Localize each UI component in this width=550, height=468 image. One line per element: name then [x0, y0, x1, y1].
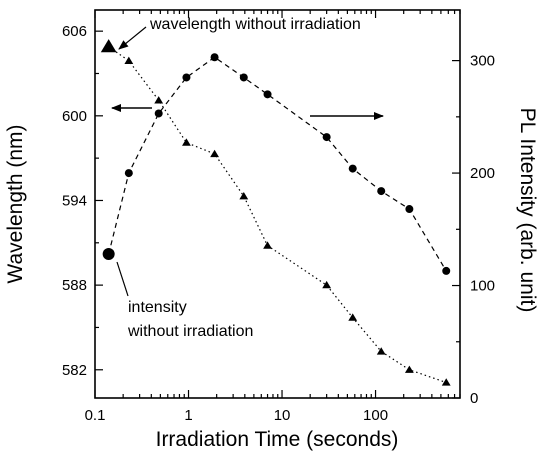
annotation-intensity-line2: without irradiation [127, 323, 253, 340]
intensity-point [102, 248, 115, 261]
intensity-point [442, 266, 451, 275]
intensity-point [182, 73, 191, 82]
series-line-left [108, 46, 447, 384]
wavelength-point [376, 347, 386, 355]
y-right-axis-ticks: 0 100 200 300 [452, 53, 495, 407]
annotation-intensity-line1: intensity [128, 299, 187, 316]
wavelength-point [124, 56, 134, 64]
intensity-point [405, 205, 414, 214]
y-left-tick-label: 606 [62, 23, 87, 40]
wavelength-point [263, 241, 272, 249]
wavelength-point [182, 138, 191, 146]
intensity-point [377, 187, 386, 196]
x-axis-label: Irradiation Time (seconds) [156, 428, 399, 451]
series-lines [108, 46, 447, 384]
y-left-tick-label: 594 [62, 192, 87, 209]
series-line-right [108, 56, 447, 272]
intensity-point [210, 53, 219, 62]
y-left-axis-ticks: 582 588 594 600 606 [62, 23, 103, 379]
y-right-tick-label: 100 [470, 278, 495, 295]
intensity-point [124, 169, 133, 178]
y-right-tick-label: 200 [470, 165, 495, 182]
y-right-tick-label: 0 [470, 390, 478, 407]
intensity-point [239, 73, 248, 82]
annotation-wavelength-arrow [118, 26, 147, 50]
wavelength-point [348, 313, 358, 321]
wavelength-point [404, 365, 414, 373]
y-left-axis-label: Wavelength (nm) [4, 124, 27, 283]
wavelength-point [100, 39, 117, 53]
x-tick-label: 1 [184, 407, 192, 424]
x-tick-label: 10 [274, 407, 291, 424]
intensity-point [263, 90, 272, 99]
wavelength-point [441, 378, 451, 386]
wavelength-point [210, 149, 219, 158]
intensity-point [322, 133, 331, 142]
x-axis-ticks: 0.1 1 10 100 [85, 10, 461, 424]
intensity-point [154, 109, 163, 118]
y-right-tick-label: 300 [470, 53, 495, 70]
y-left-tick-label: 600 [62, 108, 87, 125]
intensity-point [348, 164, 357, 173]
wavelength-point [154, 96, 164, 104]
x-tick-label: 0.1 [85, 407, 106, 424]
x-tick-label: 100 [363, 407, 388, 424]
y-left-tick-label: 582 [62, 362, 87, 379]
wavelength-point [239, 192, 249, 200]
series-marks [100, 39, 451, 386]
y-left-tick-label: 588 [62, 277, 87, 294]
wavelength-point [322, 280, 332, 289]
annotation-wavelength: wavelength without irradiation [149, 16, 361, 33]
y-right-axis-label: PL Intensity (arb. unit) [516, 108, 539, 313]
annotation-intensity-pointer [116, 261, 129, 297]
